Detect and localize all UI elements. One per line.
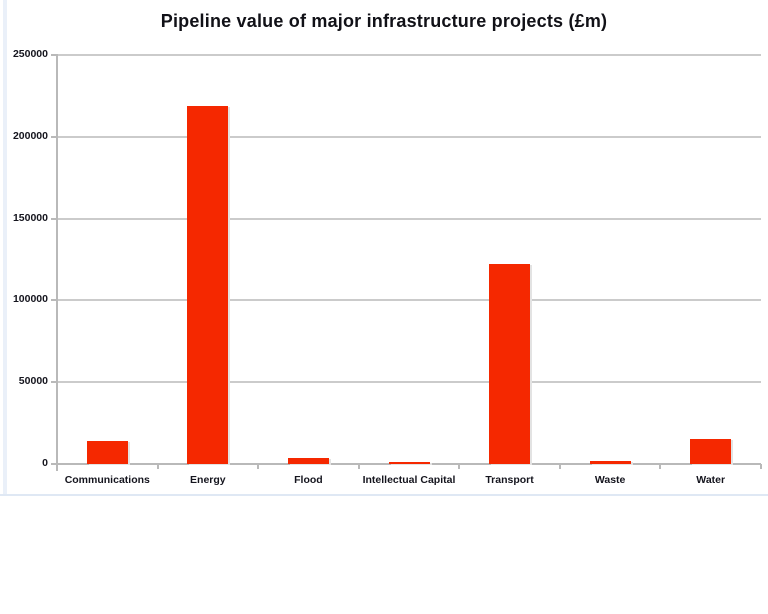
y-axis-label: 0 [42,457,48,469]
x-axis-label: Intellectual Capital [362,474,456,486]
x-axis-tick [458,464,461,469]
x-axis-tick [659,464,662,469]
gridline [57,54,761,56]
x-axis-tick [156,464,159,469]
bar-waste [589,460,631,464]
x-axis-label: Water [696,474,726,486]
y-axis-label: 200000 [12,129,48,142]
x-axis-label: Communications [64,474,150,486]
sheet-edge-left [3,0,7,495]
x-axis-tick [558,464,561,469]
y-axis-label: 50000 [18,375,48,388]
bar-transport [489,264,531,464]
y-axis-tick [51,135,56,138]
x-axis-label: Transport [485,474,534,486]
chart-title: Pipeline value of major infrastructure p… [160,11,608,31]
x-axis-tick [760,464,762,469]
plot-area: 0 50000 100000 150000 200000 250000 Communicat… [12,48,762,486]
x-axis-tick [257,464,260,469]
bar-flood [287,458,329,464]
bar-water [690,439,732,464]
x-axis-label: Energy [190,474,226,486]
y-axis-tick [51,217,56,220]
gridline [57,135,761,138]
bar-intellectual-capital [388,462,430,464]
bar-energy [187,105,229,464]
sheet-edge-bottom [0,494,768,496]
gridline [57,381,761,384]
gridline [57,463,761,465]
y-axis-tick [51,463,56,465]
x-axis-label: Waste [594,474,626,486]
y-axis-tick [51,299,56,302]
x-axis-label: Flood [294,474,323,486]
y-axis-tick [51,381,56,384]
x-axis-tick [56,464,58,469]
y-axis-line [56,54,58,471]
y-axis-label: 250000 [12,48,48,60]
y-axis-tick [51,54,56,56]
y-axis-label: 100000 [12,293,48,306]
gridline [57,217,761,220]
y-axis-label: 150000 [12,211,48,224]
gridline [57,299,761,302]
bar-communications [86,441,128,464]
x-axis-tick [357,464,360,469]
